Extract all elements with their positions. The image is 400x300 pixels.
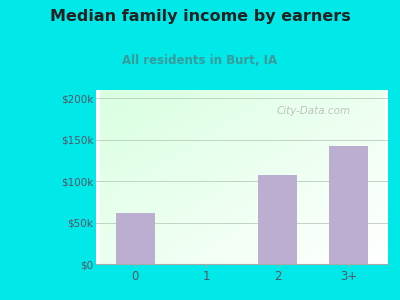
- Text: All residents in Burt, IA: All residents in Burt, IA: [122, 54, 278, 67]
- Text: Median family income by earners: Median family income by earners: [50, 9, 350, 24]
- Bar: [329, 146, 368, 264]
- Bar: [258, 175, 297, 264]
- Bar: [116, 213, 155, 264]
- Text: City-Data.com: City-Data.com: [277, 106, 351, 116]
